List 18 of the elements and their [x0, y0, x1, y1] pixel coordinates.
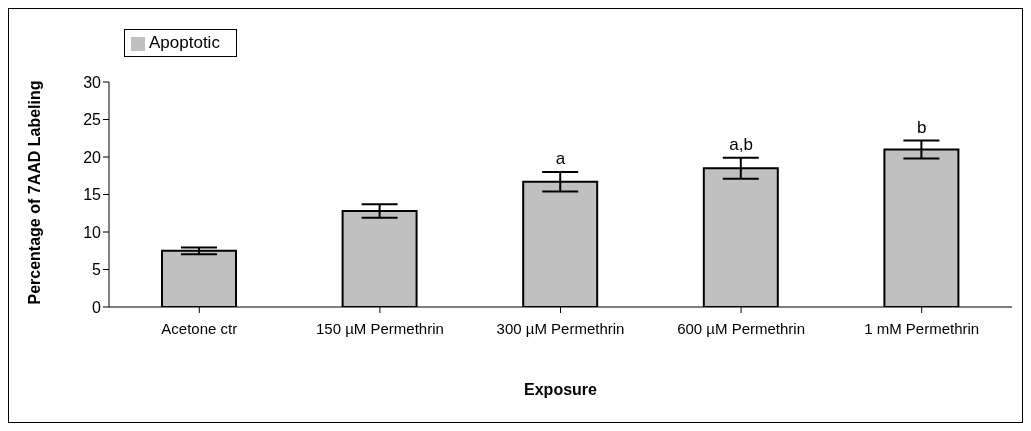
x-tick-label: 300 µM Permethrin — [496, 319, 625, 337]
y-tick-label: 5 — [92, 261, 102, 279]
x-axis-title: Exposure — [524, 381, 598, 398]
y-axis-title: Percentage of 7AAD Labeling — [25, 80, 43, 305]
legend-label: Apoptotic — [149, 33, 220, 52]
x-tick-label: Acetone ctr — [161, 319, 238, 337]
x-tick-label: 600 µM Permethrin — [677, 319, 806, 337]
annotation: b — [916, 117, 927, 137]
x-tick-label: 1 mM Permethrin — [864, 319, 980, 337]
annotation: a — [555, 149, 566, 168]
annotation: a,b — [729, 134, 753, 154]
y-tick-label: 10 — [83, 223, 102, 241]
y-tick-label: 25 — [83, 111, 102, 129]
x-tick-label: 150 µM Permethrin — [315, 319, 444, 337]
y-tick-label: 15 — [83, 186, 102, 204]
y-tick-label: 20 — [83, 148, 102, 166]
y-tick-label: 0 — [92, 298, 102, 316]
y-tick-label: 30 — [83, 73, 102, 91]
